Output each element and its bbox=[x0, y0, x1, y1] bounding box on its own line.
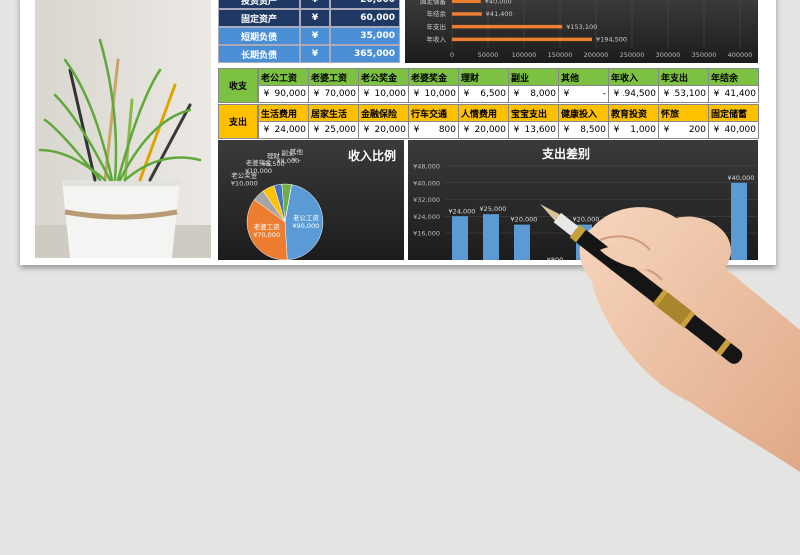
category-label: 年结余 bbox=[427, 9, 447, 18]
y-tick-label: ¥48,000 bbox=[413, 163, 440, 171]
value-label: ¥24,000 bbox=[449, 207, 476, 215]
chart-panel: 收入比例老公工资¥90,000老婆工资¥70,000老公奖金¥10,000老婆奖… bbox=[218, 140, 404, 260]
currency: ¥ bbox=[300, 45, 330, 63]
currency: ¥ bbox=[558, 85, 574, 103]
currency: ¥ bbox=[458, 85, 474, 103]
bar bbox=[452, 0, 481, 3]
value-label: ¥41,400 bbox=[486, 10, 513, 18]
cell-value: 40,000 bbox=[723, 121, 759, 139]
currency: ¥ bbox=[300, 27, 330, 45]
currency: ¥ bbox=[708, 121, 724, 139]
y-tick-label: ¥32,000 bbox=[413, 196, 440, 204]
currency: ¥ bbox=[408, 85, 424, 103]
currency: ¥ bbox=[558, 121, 574, 139]
bar bbox=[452, 12, 482, 16]
currency: ¥ bbox=[508, 121, 524, 139]
currency: ¥ bbox=[608, 121, 624, 139]
slice-category: 副业 bbox=[281, 148, 295, 157]
currency: ¥ bbox=[658, 85, 674, 103]
slice-category: 老婆工资 bbox=[254, 222, 281, 231]
value-label: ¥194,500 bbox=[596, 36, 627, 44]
x-tick-label: 400000 bbox=[728, 51, 753, 59]
currency: ¥ bbox=[308, 121, 324, 139]
slice-value: ¥10,000 bbox=[231, 180, 258, 188]
asset-value: 35,000 bbox=[330, 27, 400, 45]
currency: ¥ bbox=[308, 85, 324, 103]
cell-value: 41,400 bbox=[723, 85, 759, 103]
slice-value: ¥8,000 bbox=[277, 157, 300, 165]
currency: ¥ bbox=[708, 85, 724, 103]
value-label: ¥25,000 bbox=[480, 205, 507, 213]
currency: ¥ bbox=[658, 121, 674, 139]
currency: ¥ bbox=[300, 0, 330, 9]
slice-value: ¥90,000 bbox=[292, 222, 319, 230]
panel-bg bbox=[405, 0, 758, 63]
value-label: ¥20,000 bbox=[573, 216, 600, 224]
slice-value: ¥70,000 bbox=[253, 231, 280, 239]
category-label: 年支出 bbox=[427, 22, 447, 31]
asset-label: 固定资产 bbox=[218, 9, 300, 27]
category-label: 年收入 bbox=[427, 35, 447, 44]
x-tick-label: 150000 bbox=[548, 51, 573, 59]
bar bbox=[483, 214, 499, 260]
currency: ¥ bbox=[608, 85, 624, 103]
value-label: ¥153,100 bbox=[566, 23, 597, 31]
x-tick-label: 0 bbox=[450, 51, 454, 59]
category-label: 固定储蓄 bbox=[420, 0, 447, 6]
bar bbox=[452, 37, 593, 42]
asset-label: 短期负债 bbox=[218, 27, 300, 45]
asset-label: 长期负债 bbox=[218, 45, 300, 63]
slice-value: ¥6,500 bbox=[262, 160, 285, 168]
currency: ¥ bbox=[458, 121, 474, 139]
y-tick-label: ¥24,000 bbox=[413, 213, 440, 221]
currency: ¥ bbox=[300, 9, 330, 27]
asset-value: 365,000 bbox=[330, 45, 400, 63]
value-label: ¥20,000 bbox=[511, 216, 538, 224]
y-tick-label: ¥40,000 bbox=[413, 179, 440, 187]
slice-value: ¥10,000 bbox=[245, 167, 272, 175]
plant-photo bbox=[35, 0, 211, 258]
slice-category: 理财 bbox=[267, 151, 281, 160]
bar bbox=[452, 24, 563, 29]
section-label: 支出 bbox=[218, 104, 258, 139]
slice-value: ¥ - bbox=[292, 156, 301, 164]
bar bbox=[452, 216, 468, 260]
x-tick-label: 250000 bbox=[620, 51, 645, 59]
x-tick-label: 350000 bbox=[692, 51, 717, 59]
slice-category: 老公工资 bbox=[293, 213, 320, 222]
chart-title: 支出差别 bbox=[541, 146, 590, 161]
x-tick-label: 50000 bbox=[478, 51, 499, 59]
slice-category: 其他 bbox=[290, 147, 304, 156]
asset-value: 20,000 bbox=[330, 0, 400, 9]
asset-value: 60,000 bbox=[330, 9, 400, 27]
currency: ¥ bbox=[258, 121, 274, 139]
section-label: 收支 bbox=[218, 68, 258, 103]
currency: ¥ bbox=[358, 85, 374, 103]
x-tick-label: 100000 bbox=[512, 51, 537, 59]
value-label: ¥40,000 bbox=[728, 174, 755, 182]
currency: ¥ bbox=[408, 121, 424, 139]
currency: ¥ bbox=[508, 85, 524, 103]
chart-panel: 0 50000 100000 150000 200000 250000 300000 3500… bbox=[405, 0, 758, 63]
slice-category: 老公奖金 bbox=[231, 171, 258, 180]
pie-slice bbox=[281, 183, 292, 223]
y-tick-label: ¥16,000 bbox=[413, 230, 440, 238]
slice-category: 老婆奖金 bbox=[246, 158, 273, 167]
bar bbox=[731, 182, 747, 260]
pie-slice bbox=[284, 184, 324, 260]
pie-slice bbox=[246, 199, 288, 260]
currency: ¥ bbox=[358, 121, 374, 139]
x-tick-label: 300000 bbox=[656, 51, 681, 59]
value-label: ¥800 bbox=[547, 256, 564, 264]
chart-title: 收入比例 bbox=[348, 148, 396, 163]
x-tick-label: 200000 bbox=[584, 51, 609, 59]
currency: ¥ bbox=[258, 85, 274, 103]
value-label: ¥40,000 bbox=[485, 0, 512, 6]
asset-label: 投资资产 bbox=[218, 0, 300, 9]
bar bbox=[514, 224, 530, 260]
